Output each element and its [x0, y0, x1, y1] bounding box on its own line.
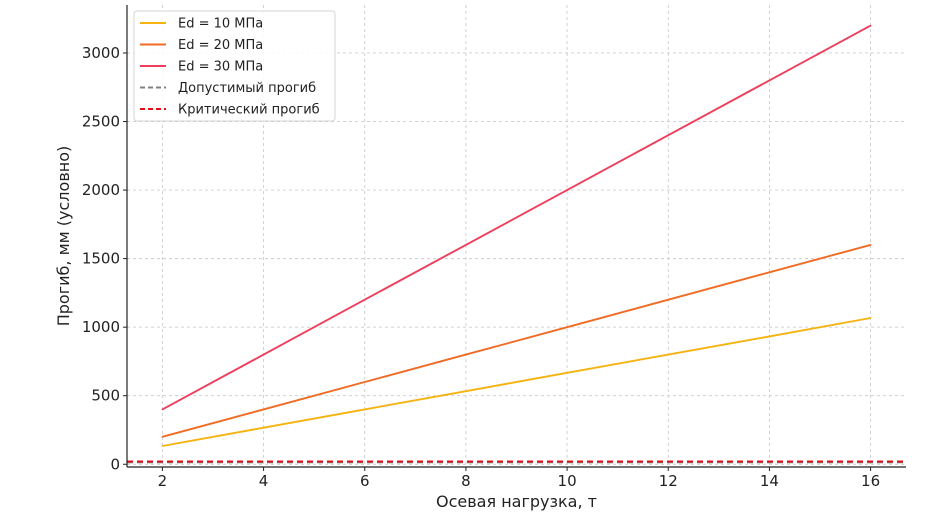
series-1-point: [667, 353, 670, 356]
x-tick-label: 10: [558, 472, 577, 490]
y-axis-label: Прогиб, мм (условно): [54, 146, 73, 327]
legend-label: Ed = 20 МПа: [178, 38, 263, 53]
x-tick-label: 12: [659, 472, 678, 490]
x-tick-label: 8: [461, 472, 471, 490]
series-1-line: [162, 317, 871, 447]
series-2-point: [566, 326, 568, 328]
axes: [123, 5, 906, 471]
series-3-line: [161, 24, 872, 411]
x-tick-label: 2: [158, 472, 168, 490]
series-3-point: [667, 134, 670, 137]
legend-label: Ed = 30 МПа: [178, 60, 263, 75]
x-tick-label: 14: [760, 472, 779, 490]
series-2-point: [262, 408, 265, 411]
series-2-point: [869, 244, 872, 246]
series-3-point: [566, 189, 568, 191]
series-3-point: [161, 408, 164, 411]
y-tick-label: 1000: [82, 318, 120, 336]
series-3-point: [465, 244, 467, 246]
series-1-point: [768, 335, 771, 338]
y-tick-label: 0: [110, 455, 120, 473]
legend: Ed = 10 МПа Ed = 20 МПа Ed = 30 МПа Допусти…: [133, 10, 336, 122]
legend-label: Допустимый прогиб: [178, 81, 316, 96]
x-tick-label: 6: [360, 472, 370, 490]
y-tick-label: 3000: [82, 44, 120, 62]
y-tick-label: 500: [91, 387, 120, 405]
series-3-point: [869, 24, 872, 27]
legend-box: [133, 10, 336, 122]
tick-labels: 2 4 6 8 10 12 14 16 0 500 1000 1500 2000 2500 3000: [82, 44, 880, 490]
series-2-point: [363, 381, 366, 383]
series-1-point: [869, 317, 872, 319]
y-tick-label: 1500: [82, 250, 120, 268]
x-tick-label: 4: [259, 472, 269, 490]
series-3-point: [363, 298, 366, 301]
legend-label: Ed = 10 МПа: [178, 17, 263, 32]
x-axis-label: Осевая нагрузка, т: [436, 492, 597, 511]
series-1-point: [566, 372, 568, 374]
series-1-point: [465, 390, 467, 392]
series-2-line: [162, 243, 871, 438]
series-2-point: [768, 271, 771, 274]
y-tick-label: 2500: [82, 113, 120, 131]
series-3-point: [262, 353, 265, 356]
series-3-point: [768, 79, 771, 82]
x-tick-label: 16: [861, 472, 880, 490]
series-1-point: [262, 426, 265, 429]
series-lines: [161, 24, 872, 447]
series-2-point: [161, 436, 164, 438]
series-1-point: [363, 408, 366, 411]
series-1-point: [161, 445, 164, 447]
y-tick-label: 2000: [82, 181, 120, 199]
reference-lines: [127, 460, 906, 464]
series-2-point: [465, 353, 467, 356]
grid: [127, 5, 906, 467]
legend-label: Критический прогиб: [178, 103, 320, 118]
series-2-point: [667, 298, 670, 301]
